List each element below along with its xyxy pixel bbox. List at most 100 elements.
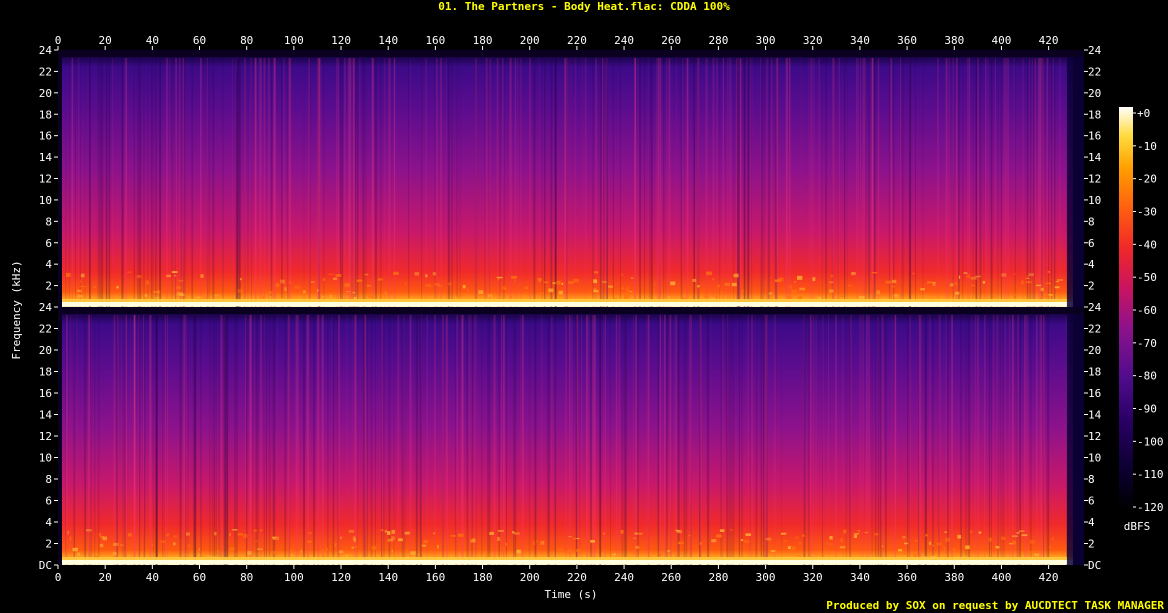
x-tick-label-bottom: 400 [992,571,1012,584]
x-tick-label-bottom: 140 [378,571,398,584]
y-tick-label-left: 22 [39,65,52,78]
x-tick-label-bottom: 100 [284,571,304,584]
x-tick-label-bottom: 20 [99,571,112,584]
x-tick-label-top: 320 [803,34,823,47]
y-tick-label-left: 20 [39,87,52,100]
colorbar-tick-label: -70 [1137,337,1157,350]
y-tick-label-right: 8 [1088,215,1095,228]
colorbar-gradient [1119,107,1133,510]
credit-text: Produced by SOX on request by AUCDTECT T… [826,599,1164,612]
colorbar-tick-label: -80 [1137,370,1157,383]
x-tick-label-top: 400 [992,34,1012,47]
x-tick-label-bottom: 60 [193,571,206,584]
x-tick-label-bottom: 180 [473,571,493,584]
y-tick-label-right: 10 [1088,452,1101,465]
y-axis-label: Frequency (kHz) [10,260,23,359]
x-tick-label-bottom: 220 [567,571,587,584]
colorbar-tick-label: -30 [1137,206,1157,219]
y-tick-label-right: 14 [1088,409,1102,422]
colorbar-tick-label: -110 [1137,468,1164,481]
y-tick-label-left: 4 [45,516,52,529]
x-tick-label-bottom: 340 [850,571,870,584]
y-tick-label-right: 22 [1088,65,1101,78]
x-tick-label-top: 260 [661,34,681,47]
spectrogram-channel-right [58,307,1084,565]
x-tick-label-top: 120 [331,34,351,47]
x-tick-label-bottom: 80 [240,571,253,584]
y-tick-label-left: 12 [39,173,52,186]
y-tick-label-right: 4 [1088,258,1095,271]
x-tick-label-top: 100 [284,34,304,47]
y-tick-label-left: 24 [39,301,53,314]
y-tick-label-right: 10 [1088,194,1101,207]
y-tick-label-left: 10 [39,452,52,465]
x-tick-label-bottom: 360 [897,571,917,584]
y-tick-label-right: 4 [1088,516,1095,529]
y-tick-label-left: 8 [45,215,52,228]
y-tick-label-left: 8 [45,473,52,486]
colorbar-tick-label: -20 [1137,173,1157,186]
y-tick-label-right: 6 [1088,237,1095,250]
y-tick-label-right: 20 [1088,344,1101,357]
y-tick-label-right: 24 [1088,44,1102,57]
y-tick-label-right: 18 [1088,108,1101,121]
y-tick-label-left: 2 [45,280,52,293]
y-tick-label-right: 14 [1088,151,1102,164]
colorbar-tick-label: -50 [1137,271,1157,284]
x-tick-label-bottom: 380 [944,571,964,584]
chart-title: 01. The Partners - Body Heat.flac: CDDA … [438,0,730,13]
y-tick-label-right: 16 [1088,387,1101,400]
x-tick-label-top: 0 [55,34,62,47]
y-tick-label-left: 18 [39,108,52,121]
y-tick-label-right: 24 [1088,301,1102,314]
y-tick-label-right: 18 [1088,366,1101,379]
colorbar: +0 -10 -20 -30 -40 -50 -60 -70 -80 -90 -100 -110 -12… [1119,107,1164,533]
x-tick-label-top: 160 [425,34,445,47]
x-tick-label-top: 360 [897,34,917,47]
x-tick-label-top: 20 [99,34,112,47]
y-tick-label-left: 4 [45,258,52,271]
x-tick-label-bottom: 240 [614,571,634,584]
x-tick-label-top: 140 [378,34,398,47]
y-tick-label-right: 12 [1088,173,1101,186]
y-tick-label-right: 2 [1088,280,1095,293]
y-tick-label-left: 20 [39,344,52,357]
spectrogram-channel-left [58,50,1084,307]
y-tick-label-left: 6 [45,495,52,508]
x-tick-label-top: 60 [193,34,206,47]
y-tick-label-left: 18 [39,366,52,379]
colorbar-tick-label: -40 [1137,238,1157,251]
y-tick-label-left: 14 [39,151,53,164]
y-tick-label-left: 12 [39,430,52,443]
y-tick-label-left: 10 [39,194,52,207]
x-tick-label-bottom: 300 [756,571,776,584]
x-tick-label-top: 340 [850,34,870,47]
x-tick-label-top: 220 [567,34,587,47]
x-tick-label-top: 240 [614,34,634,47]
y-tick-label-left: 16 [39,387,52,400]
colorbar-tick-label: +0 [1137,107,1150,120]
colorbar-tick-label: -100 [1137,435,1164,448]
y-tick-label-left: 14 [39,409,53,422]
colorbar-tick-label: -60 [1137,304,1157,317]
y-tick-label-right: 22 [1088,323,1101,336]
y-tick-label-left: 6 [45,237,52,250]
colorbar-tick-label: -90 [1137,403,1157,416]
y-tick-label-right: DC [1088,559,1101,572]
x-tick-label-top: 200 [520,34,540,47]
colorbar-label: dBFS [1124,520,1151,533]
x-tick-label-bottom: 0 [55,571,62,584]
y-tick-label-right: 2 [1088,538,1095,551]
y-tick-label-left: 24 [39,44,53,57]
y-tick-label-left: 2 [45,538,52,551]
x-tick-label-top: 180 [473,34,493,47]
colorbar-tick-label: -10 [1137,140,1157,153]
x-tick-label-bottom: 160 [425,571,445,584]
y-tick-label-left: DC [39,559,52,572]
y-tick-label-right: 12 [1088,430,1101,443]
colorbar-tick-label: -120 [1137,501,1164,514]
y-tick-label-right: 16 [1088,130,1101,143]
x-tick-label-top: 420 [1039,34,1059,47]
x-tick-label-top: 280 [708,34,728,47]
